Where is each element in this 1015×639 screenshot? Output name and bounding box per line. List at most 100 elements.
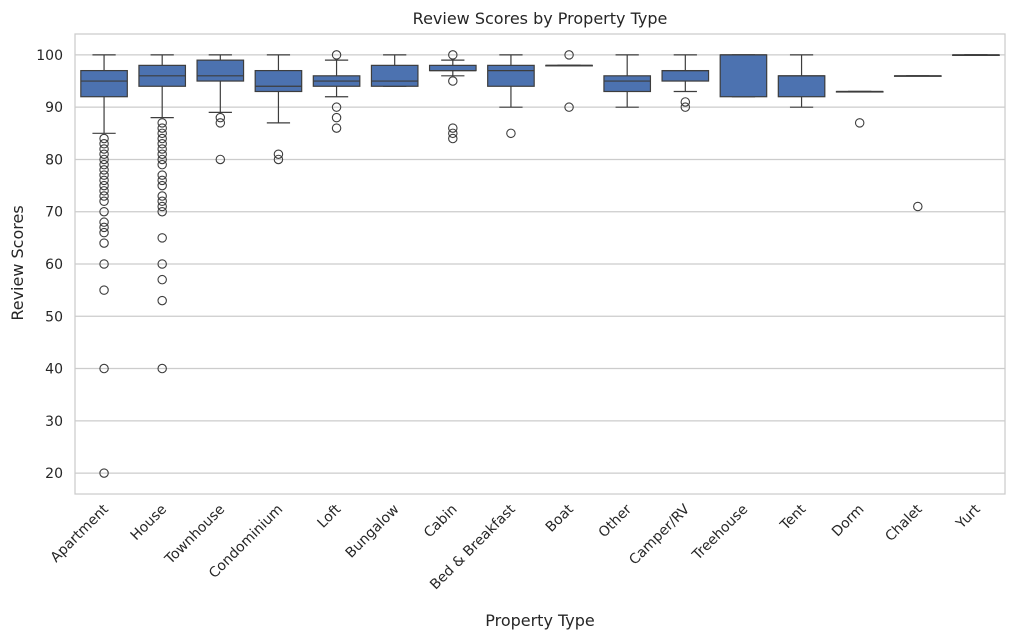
outlier-point xyxy=(157,363,167,374)
outlier-point xyxy=(157,201,167,212)
y-axis-title: Review Scores xyxy=(8,205,27,320)
outlier-point xyxy=(157,118,167,128)
outlier-point xyxy=(99,133,109,144)
box-group xyxy=(835,90,884,128)
outlier-point xyxy=(99,196,109,207)
outlier-point xyxy=(157,149,167,159)
x-tick-label: Camper/RV xyxy=(626,501,693,568)
y-tick-label: 50 xyxy=(45,309,63,325)
box-iqr xyxy=(80,69,128,98)
y-tick-label: 60 xyxy=(45,257,63,273)
outlier-point xyxy=(448,123,458,133)
outlier-point xyxy=(564,102,574,112)
outlier-point xyxy=(99,468,109,478)
outlier-point xyxy=(157,123,167,133)
box-group xyxy=(603,54,652,108)
outlier-point xyxy=(99,180,109,191)
x-tick-label: House xyxy=(128,502,170,544)
y-tick-label: 30 xyxy=(45,414,63,430)
x-tick-label: Yurt xyxy=(953,501,985,533)
box-group xyxy=(370,54,419,87)
y-tick-labels: 20 30 40 50 60 70 80 90 100 xyxy=(36,48,63,482)
outlier-point xyxy=(99,259,109,269)
x-tick-label: Chalet xyxy=(882,501,926,545)
outlier-point xyxy=(99,363,109,374)
outlier-point xyxy=(99,238,109,248)
box-group xyxy=(545,50,593,112)
box-iqr xyxy=(487,64,535,87)
outlier-point xyxy=(157,128,167,139)
outlier-point xyxy=(99,165,109,175)
plot-area-frame xyxy=(74,33,1006,495)
x-tick-label: Other xyxy=(596,501,636,541)
x-tick-label: Boat xyxy=(543,501,577,535)
x-axis-title: Property Type xyxy=(485,611,595,630)
y-tick-label: 80 xyxy=(45,152,63,168)
outlier-point xyxy=(99,144,109,154)
outlier-point xyxy=(215,154,226,165)
x-tick-label: Dorm xyxy=(829,502,868,541)
box-group xyxy=(80,54,128,478)
outlier-point xyxy=(157,175,167,186)
outlier-point xyxy=(854,118,865,128)
outlier-point xyxy=(99,227,109,238)
box-group xyxy=(893,75,942,212)
box-group xyxy=(312,50,361,133)
box-group xyxy=(952,54,1000,57)
box-iqr xyxy=(777,75,826,98)
outlier-point xyxy=(157,259,167,269)
x-tick-label: Treehouse xyxy=(689,502,752,565)
box-group xyxy=(428,50,477,144)
outlier-point xyxy=(99,159,109,170)
x-tick-label: Loft xyxy=(314,501,344,531)
outlier-point xyxy=(564,50,574,60)
outlier-point xyxy=(99,154,109,165)
box-group xyxy=(719,54,768,98)
box-iqr xyxy=(196,59,245,82)
y-tick-label: 90 xyxy=(45,100,63,116)
x-tick-label: Cabin xyxy=(421,502,461,542)
outlier-point xyxy=(448,50,458,60)
box-iqr xyxy=(661,69,710,82)
outlier-point xyxy=(157,295,167,306)
outlier-point xyxy=(157,144,167,154)
boxes-layer xyxy=(80,50,1000,478)
outlier-point xyxy=(99,149,109,159)
box-group xyxy=(254,54,303,165)
outlier-point xyxy=(157,133,167,144)
chart-title: Review Scores by Property Type xyxy=(413,9,668,28)
outlier-point xyxy=(448,76,458,86)
outlier-point xyxy=(331,50,342,60)
outlier-point xyxy=(157,180,167,191)
y-tick-label: 100 xyxy=(36,48,63,64)
box-iqr xyxy=(370,64,419,87)
box-iqr xyxy=(254,69,303,93)
x-tick-label: Bungalow xyxy=(343,502,403,562)
outlier-point xyxy=(157,196,167,207)
outlier-point xyxy=(157,170,167,180)
outlier-point xyxy=(331,102,342,112)
outlier-point xyxy=(448,128,458,139)
outlier-point xyxy=(99,222,109,233)
outlier-point xyxy=(331,123,342,133)
outlier-point xyxy=(99,285,109,295)
outlier-point xyxy=(448,133,458,144)
box-group xyxy=(138,54,187,374)
outlier-point xyxy=(99,191,109,201)
outlier-point xyxy=(157,191,167,201)
box-group xyxy=(487,54,535,139)
outlier-point xyxy=(157,206,167,217)
x-tick-label: Tent xyxy=(777,501,810,534)
y-tick-label: 20 xyxy=(45,466,63,482)
outlier-point xyxy=(680,102,691,112)
outlier-point xyxy=(273,149,284,159)
outlier-point xyxy=(157,154,167,165)
y-tick-label: 70 xyxy=(45,205,63,221)
outlier-point xyxy=(273,154,284,165)
box-group xyxy=(661,54,710,112)
outlier-point xyxy=(99,217,109,227)
outlier-point xyxy=(680,97,691,107)
outlier-point xyxy=(99,186,109,196)
